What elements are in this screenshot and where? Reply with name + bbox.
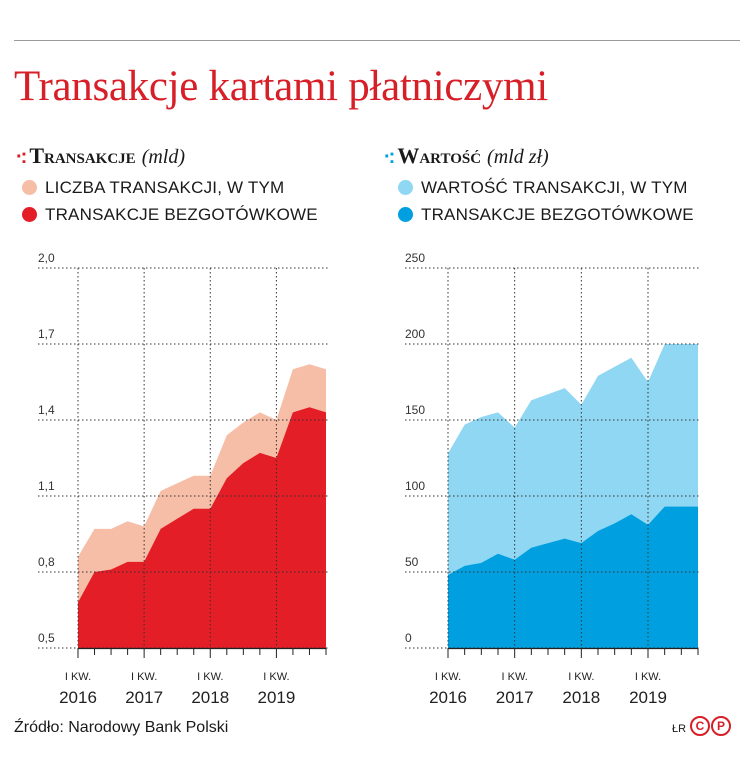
- x-tick-label: I KW.: [568, 671, 594, 683]
- y-tick-label: 100: [405, 479, 425, 493]
- x-year-label: 2018: [562, 688, 600, 707]
- x-tick-label: I KW.: [197, 671, 223, 683]
- value-chart: 250 200 150 100 50 0 I KW. 2016 I KW. 2017 I KW. 20…: [405, 251, 700, 707]
- source-note: Źródło: Narodowy Bank Polski: [14, 719, 229, 736]
- y-tick-label: 2,0: [38, 251, 55, 265]
- right-legend: WARTOŚĆ TRANSAKCJI, W TYM TRANSAKCJE BEZ…: [398, 174, 694, 228]
- legend-item: WARTOŚĆ TRANSAKCJI, W TYM: [398, 174, 694, 201]
- legend-swatch: [398, 180, 413, 195]
- logo-letter: C: [690, 716, 710, 736]
- left-panel-title: Transakcje: [29, 143, 136, 168]
- x-tick-label: I KW.: [131, 671, 157, 683]
- y-tick-label: 0,8: [38, 555, 55, 569]
- y-tick-label: 1,4: [38, 403, 55, 417]
- top-rule: [14, 40, 740, 41]
- legend-swatch: [22, 207, 37, 222]
- transactions-area-cashless: [78, 407, 326, 648]
- legend-swatch: [22, 180, 37, 195]
- legend-swatch: [398, 207, 413, 222]
- y-tick-label: 250: [405, 251, 425, 265]
- left-legend: LICZBA TRANSAKCJI, W TYM TRANSAKCJE BEZG…: [22, 174, 318, 228]
- y-tick-label: 0: [405, 631, 412, 645]
- publisher-logo: C P: [690, 716, 731, 736]
- x-tick-label: I KW.: [502, 671, 528, 683]
- left-panel-unit: (mld): [141, 146, 186, 168]
- y-tick-label: 1,7: [38, 327, 55, 341]
- x-tick-label: I KW.: [435, 671, 461, 683]
- x-year-label: 2016: [59, 688, 97, 707]
- legend-label: WARTOŚĆ TRANSAKCJI, W TYM: [421, 177, 688, 197]
- x-tick-label: I KW.: [263, 671, 289, 683]
- blue-dots-icon: ·:: [384, 146, 395, 168]
- legend-item: TRANSAKCJE BEZGOTÓWKOWE: [22, 201, 318, 228]
- y-tick-label: 150: [405, 403, 425, 417]
- right-panel-title: Wartość: [397, 143, 482, 168]
- red-dots-icon: ·:: [16, 146, 27, 168]
- legend-label: TRANSAKCJE BEZGOTÓWKOWE: [421, 204, 694, 224]
- legend-label: LICZBA TRANSAKCJI, W TYM: [45, 177, 285, 197]
- x-year-label: 2019: [257, 688, 295, 707]
- x-year-label: 2018: [191, 688, 229, 707]
- x-year-label: 2016: [429, 688, 467, 707]
- x-year-label: 2019: [629, 688, 667, 707]
- x-tick-label: I KW.: [635, 671, 661, 683]
- y-tick-label: 0,5: [38, 631, 55, 645]
- author-initials: ŁR: [672, 723, 687, 735]
- x-tick-label: I KW.: [65, 671, 91, 683]
- y-tick-label: 50: [405, 555, 419, 569]
- legend-label: TRANSAKCJE BEZGOTÓWKOWE: [45, 204, 318, 224]
- logo-letter: P: [711, 716, 731, 736]
- value-area-cashless: [448, 506, 698, 648]
- right-panel-header: ·: Wartość (mld zł): [384, 143, 549, 169]
- left-panel-header: ·: Transakcje (mld): [16, 143, 185, 169]
- y-tick-label: 200: [405, 327, 425, 341]
- right-panel-unit: (mld zł): [487, 146, 549, 168]
- legend-item: TRANSAKCJE BEZGOTÓWKOWE: [398, 201, 694, 228]
- transactions-chart: 2,0 1,7 1,4 1,1 0,8 0,5 I KW. 2016 I KW. 2017 I KW…: [38, 251, 328, 707]
- x-year-label: 2017: [125, 688, 163, 707]
- y-tick-label: 1,1: [38, 479, 55, 493]
- x-year-label: 2017: [496, 688, 534, 707]
- infographic-title: Transakcje kartami płatniczymi: [14, 63, 548, 110]
- legend-item: LICZBA TRANSAKCJI, W TYM: [22, 174, 318, 201]
